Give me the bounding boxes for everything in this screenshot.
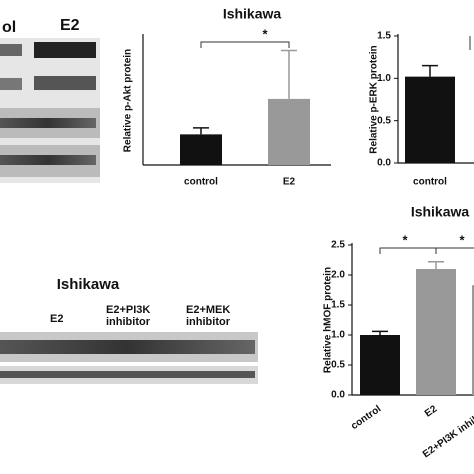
error-bar [193, 127, 209, 135]
error-bar [281, 49, 297, 99]
bar [416, 269, 456, 395]
significance-bracket [435, 247, 474, 254]
significance-label: * [459, 232, 465, 247]
lane-label: ol [2, 19, 16, 36]
lane-label: E2+MEK inhibitor [186, 304, 231, 328]
y-tick-label: 1.5 [331, 300, 345, 311]
blot-top: ol E2 [0, 17, 100, 183]
y-axis-label: Relative hMOF protein [323, 267, 334, 373]
lane-label: E2 [60, 17, 80, 34]
y-axis-label: Relative p-ERK protein [369, 45, 380, 153]
y-tick-label: 1.0 [331, 330, 345, 341]
significance-label: * [402, 232, 408, 247]
x-tick-label: control [349, 403, 383, 432]
bar [472, 285, 474, 395]
bar [405, 76, 455, 163]
lane-label: E2+PI3K inhibitor [106, 304, 151, 328]
y-tick-label: 2.0 [331, 270, 345, 281]
bar [180, 134, 222, 165]
x-tick-label: control [413, 177, 447, 188]
y-tick-label: 0.0 [331, 390, 345, 401]
bar [360, 335, 400, 395]
x-tick-label: E2 [423, 403, 440, 419]
x-tick-label: control [184, 177, 218, 188]
y-axis-label: Relative p-Akt protein [123, 49, 134, 152]
chart-title: Ishikawa [411, 204, 470, 220]
significance-bracket [200, 41, 290, 48]
y-tick-label: 0.5 [377, 115, 391, 126]
chart: Ishikawa Relative p-Akt protein control E2 * [123, 6, 331, 188]
significance-bracket [379, 247, 437, 254]
x-tick-label: E2 [283, 177, 296, 188]
y-tick-label: 1.0 [377, 73, 391, 84]
error-bar [422, 64, 438, 77]
chart-title: Ishikawa [223, 6, 282, 22]
y-tick-label: 0.5 [331, 360, 345, 371]
chart: Relative p-ERK protein 0.0 0.5 1.0 1.5 contro… [369, 31, 474, 188]
y-tick-label: 1.5 [377, 31, 391, 42]
error-bar [372, 330, 388, 335]
y-tick-label: 0.0 [377, 158, 391, 169]
chart: Ishikawa Relative hMOF protein 0.0 0.5 1.0 1.… [323, 204, 474, 460]
lane-label: E2 [50, 313, 64, 325]
blot-title: Ishikawa [57, 276, 120, 293]
bar [268, 98, 310, 165]
error-bar [428, 261, 444, 269]
significance-label: * [262, 26, 268, 41]
y-tick-label: 2.5 [331, 240, 345, 251]
blot-bottom: Ishikawa [0, 276, 258, 384]
